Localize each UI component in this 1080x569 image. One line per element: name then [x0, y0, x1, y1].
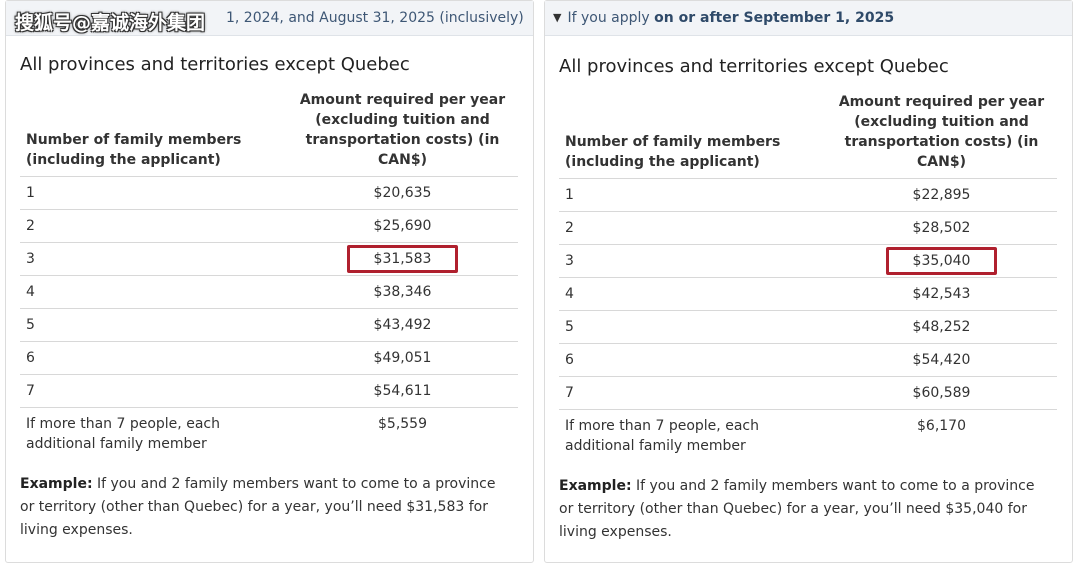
column-header-amount: Amount required per year (excluding tuit… — [299, 92, 506, 168]
amount-cell: $42,543 — [826, 277, 1057, 311]
members-cell: 6 — [559, 343, 826, 377]
members-cell: 3 — [20, 242, 287, 276]
summary-bold: on or after September 1, 2025 — [654, 10, 895, 26]
members-cell: 1 — [20, 176, 287, 210]
amount-cell: $48,252 — [826, 310, 1057, 344]
amount-cell: $54,611 — [287, 374, 518, 408]
example-label: Example: — [20, 476, 93, 492]
funds-table: Number of family members (including the … — [20, 90, 518, 454]
table-row: 3 $31,583 — [20, 242, 518, 276]
members-cell: 2 — [559, 211, 826, 245]
example-body: If you and 2 family members want to come… — [559, 478, 1035, 540]
table-heading: All provinces and territories except Que… — [559, 56, 949, 77]
table-row: 7 $54,611 — [20, 374, 518, 408]
table-row: 1 $22,895 — [559, 178, 1057, 212]
table-row: 5 $43,492 — [20, 308, 518, 342]
members-cell: 7 — [559, 376, 826, 410]
amount-cell: $54,420 — [826, 343, 1057, 377]
amount-cell: $49,051 — [287, 341, 518, 375]
members-cell: 1 — [559, 178, 826, 212]
funds-table: Number of family members (including the … — [559, 92, 1057, 456]
members-cell: 4 — [20, 275, 287, 309]
table-row: 4 $42,543 — [559, 277, 1057, 311]
summary-suffix: 1, 2024, and August 31, 2025 (inclusivel… — [226, 10, 524, 26]
highlighted-amount: $31,583 — [346, 245, 459, 273]
table-heading: All provinces and territories except Que… — [20, 54, 410, 75]
amount-cell: $22,895 — [826, 178, 1057, 212]
amount-cell: $43,492 — [287, 308, 518, 342]
table-row: 3 $35,040 — [559, 244, 1057, 278]
amount-cell: $20,635 — [287, 176, 518, 210]
table-row: 1 $20,635 — [20, 176, 518, 210]
watermark-text: 搜狐号@嘉诚海外集团 — [15, 12, 206, 34]
summary-prefix: If you apply — [567, 10, 655, 26]
column-header-members: Number of family members (including the … — [26, 132, 242, 168]
table-row-additional: If more than 7 people, each additional f… — [559, 409, 1057, 456]
details-summary[interactable]: 1, 2024, and August 31, 2025 (inclusivel… — [6, 1, 533, 36]
details-summary[interactable]: ▼ If you apply on or after September 1, 2… — [545, 1, 1072, 36]
example-text: Example: If you and 2 family members wan… — [20, 473, 510, 542]
column-header-members: Number of family members (including the … — [565, 134, 781, 170]
additional-member-amount: $5,559 — [287, 407, 518, 454]
funds-panel-after-sept-2025: ▼ If you apply on or after September 1, 2… — [544, 0, 1073, 563]
example-text: Example: If you and 2 family members wan… — [559, 475, 1049, 544]
table-row-additional: If more than 7 people, each additional f… — [20, 407, 518, 454]
table-row: 4 $38,346 — [20, 275, 518, 309]
members-cell: 5 — [20, 308, 287, 342]
additional-member-label: If more than 7 people, each additional f… — [559, 409, 826, 456]
amount-cell: $25,690 — [287, 209, 518, 243]
amount-cell: $38,346 — [287, 275, 518, 309]
amount-cell: $60,589 — [826, 376, 1057, 410]
table-row: 5 $48,252 — [559, 310, 1057, 344]
members-cell: 6 — [20, 341, 287, 375]
example-label: Example: — [559, 478, 632, 494]
highlighted-amount: $35,040 — [885, 247, 998, 275]
members-cell: 2 — [20, 209, 287, 243]
members-cell: 5 — [559, 310, 826, 344]
column-header-amount: Amount required per year (excluding tuit… — [838, 94, 1045, 170]
table-row: 7 $60,589 — [559, 376, 1057, 410]
table-row: 6 $49,051 — [20, 341, 518, 375]
additional-member-label: If more than 7 people, each additional f… — [20, 407, 287, 454]
amount-cell: $28,502 — [826, 211, 1057, 245]
members-cell: 3 — [559, 244, 826, 278]
members-cell: 4 — [559, 277, 826, 311]
funds-panel-before-sept-2025: 1, 2024, and August 31, 2025 (inclusivel… — [5, 0, 534, 563]
additional-member-amount: $6,170 — [826, 409, 1057, 456]
example-body: If you and 2 family members want to come… — [20, 476, 496, 538]
table-row: 2 $25,690 — [20, 209, 518, 243]
members-cell: 7 — [20, 374, 287, 408]
table-row: 6 $54,420 — [559, 343, 1057, 377]
triangle-down-icon[interactable]: ▼ — [553, 11, 562, 24]
table-row: 2 $28,502 — [559, 211, 1057, 245]
